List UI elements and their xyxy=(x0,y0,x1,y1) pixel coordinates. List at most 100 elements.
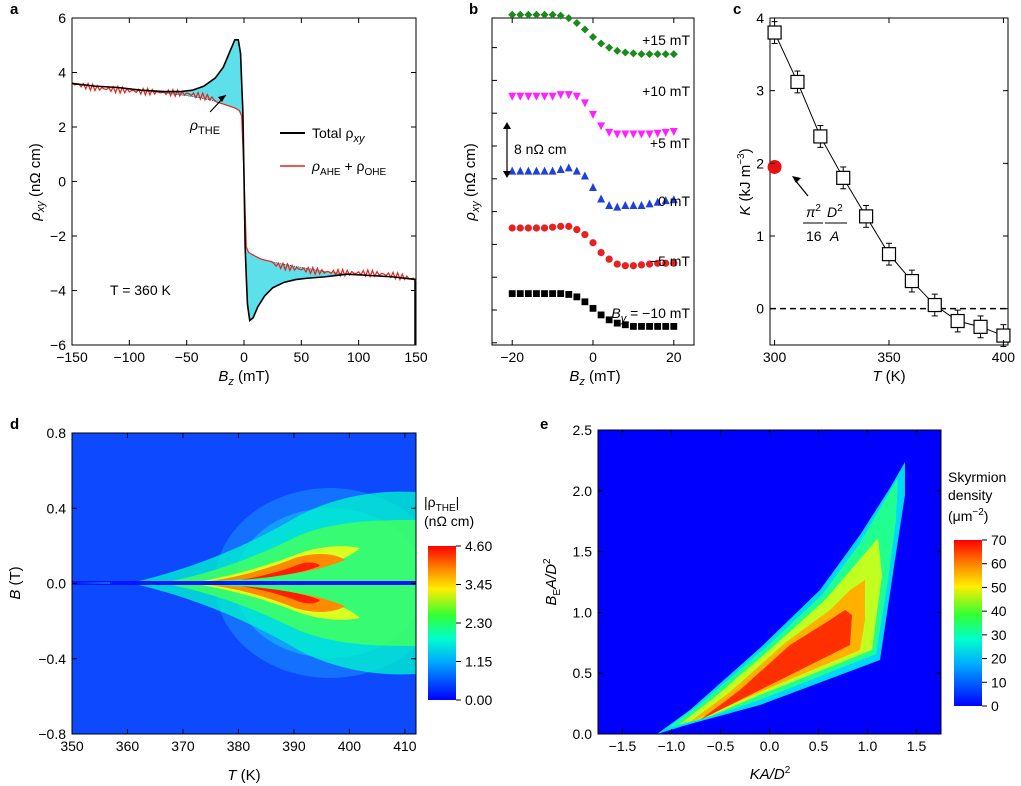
data-point xyxy=(621,262,629,270)
data-point xyxy=(645,50,654,59)
data-point xyxy=(556,164,565,173)
x-tick-label: −100 xyxy=(114,349,146,365)
series-labels: +15 mT +10 mT +5 mT 0 mT −5 mT By = −10 mT xyxy=(611,32,690,325)
svg-text:16: 16 xyxy=(806,228,822,244)
data-point xyxy=(645,260,654,268)
data-point xyxy=(836,170,851,185)
y-tick-label: 2.0 xyxy=(573,483,593,499)
data-series xyxy=(767,21,1011,347)
data-point xyxy=(597,249,605,257)
data-point xyxy=(508,290,516,297)
y-tick-label: 0.4 xyxy=(47,500,67,516)
data-point xyxy=(621,48,630,57)
data-point xyxy=(589,239,597,247)
y-tick-label: 4 xyxy=(58,65,66,81)
data-point xyxy=(564,14,573,23)
data-point xyxy=(524,92,533,101)
x-ticks: −1.5 −1.0 −0.5 0.0 0.5 1.0 1.5 xyxy=(609,430,926,754)
data-point xyxy=(950,313,965,329)
data-point xyxy=(670,323,678,330)
data-point xyxy=(621,201,630,210)
y-tick-label: 1.0 xyxy=(573,604,593,620)
scale-bar-label: 8 nΩ cm xyxy=(514,141,566,157)
data-point xyxy=(548,10,557,19)
y-tick-label: −2 xyxy=(50,228,66,244)
y-ticks: 0.0 0.5 1.0 1.5 2.0 2.5 xyxy=(573,422,941,742)
data-point xyxy=(605,255,613,263)
y-tick-label: −6 xyxy=(50,337,66,353)
data-point xyxy=(813,129,828,144)
y-tick-label: 2 xyxy=(58,119,66,135)
scale-bar-head-top xyxy=(503,122,511,129)
data-point xyxy=(790,74,805,90)
y-ticks xyxy=(492,47,497,344)
data-point xyxy=(524,10,533,19)
formula-arrow-head xyxy=(792,176,801,183)
colorbar-tick-label: 3.45 xyxy=(465,577,492,593)
panel-label-d: d xyxy=(10,416,19,433)
temp-annotation: T = 360 K xyxy=(110,282,172,298)
data-point xyxy=(540,166,549,175)
y-tick-label: 4 xyxy=(756,10,764,26)
x-tick-label: 100 xyxy=(347,349,371,365)
data-point xyxy=(532,166,541,175)
x-ticks: −150 −100 −50 0 50 100 150 xyxy=(56,18,428,365)
data-point xyxy=(508,92,517,101)
x-axis-label: T (K) xyxy=(227,767,260,784)
series-line-total xyxy=(71,38,417,322)
x-tick-label: 0 xyxy=(589,349,597,365)
data-point xyxy=(661,196,670,205)
panel-b: −20 0 20 +15 mT +10 mT +5 mT 0 mT −5 mT By = −1… xyxy=(462,10,695,388)
y-ticks: −0.8 −0.4 0.0 0.4 0.8 xyxy=(38,425,416,742)
data-point xyxy=(589,110,597,119)
colorbar-title: |ρTHE| xyxy=(424,494,459,514)
x-tick-label: 20 xyxy=(666,349,682,365)
y-tick-label: −4 xyxy=(50,283,66,299)
data-point xyxy=(548,166,557,175)
series-label: +5 mT xyxy=(650,135,691,151)
data-point xyxy=(589,183,597,191)
data-point xyxy=(613,202,622,211)
data-point xyxy=(669,128,678,137)
data-point xyxy=(564,91,573,100)
data-point xyxy=(548,92,557,101)
data-point xyxy=(572,19,581,27)
data-point xyxy=(524,290,532,297)
data-point xyxy=(540,92,549,101)
y-axis-label: K (kJ m−3) xyxy=(736,148,754,215)
colorbar-unit: (nΩ cm) xyxy=(424,513,474,529)
colorbar-tick-label: 0 xyxy=(991,698,999,714)
data-point xyxy=(605,201,614,210)
y-tick-label: −0.4 xyxy=(38,651,66,667)
colorbar-ticks: 70 60 50 40 30 20 10 0 xyxy=(982,532,1007,714)
panel-label-a: a xyxy=(10,1,19,18)
x-tick-label: −0.5 xyxy=(707,738,735,754)
series-label: By = −10 mT xyxy=(611,305,690,325)
x-tick-label: 390 xyxy=(282,738,306,754)
data-point xyxy=(881,247,897,262)
data-point xyxy=(637,261,646,269)
colorbar-tick-label: 1.15 xyxy=(465,654,492,670)
data-point xyxy=(661,128,670,137)
data-point xyxy=(613,319,621,327)
series-label: 0 mT xyxy=(658,193,690,209)
y-ticks: 0 1 2 3 4 xyxy=(756,10,1008,317)
data-point xyxy=(646,323,653,330)
colorbar-tick-label: 30 xyxy=(991,627,1007,643)
colorbar-ticks: 4.60 3.45 2.30 1.15 0.00 xyxy=(456,538,492,708)
data-point xyxy=(532,92,541,101)
data-point xyxy=(605,316,613,324)
x-tick-label: 150 xyxy=(404,349,428,365)
colorbar-tick-label: 50 xyxy=(991,579,1007,595)
x-tick-label: 410 xyxy=(393,738,417,754)
y-axis-label: BEA/D2 xyxy=(542,558,563,606)
data-point xyxy=(973,319,988,334)
data-point xyxy=(540,10,549,19)
colorbar-title-line-1: Skyrmion xyxy=(948,469,1006,485)
the-fill xyxy=(151,39,417,322)
data-point xyxy=(541,290,548,297)
colorbar-tick-label: 2.30 xyxy=(465,615,492,631)
x-tick-label: −20 xyxy=(500,349,524,365)
data-point xyxy=(859,209,874,224)
panel-label-c: c xyxy=(733,1,741,18)
